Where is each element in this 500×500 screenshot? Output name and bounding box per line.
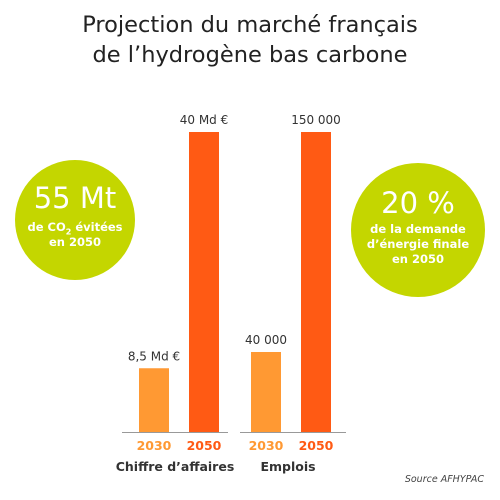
- bar-revenue-2050: [189, 132, 219, 432]
- energy-share-caption-line-2: d’énergie finale: [366, 237, 470, 251]
- value-label-jobs-2050: 150 000: [291, 113, 341, 127]
- page-title: Projection du marché français de l’hydro…: [0, 10, 500, 70]
- bar-jobs-2030: [251, 352, 281, 432]
- year-label-revenue-2030: 2030: [137, 438, 172, 453]
- title-line-2: de l’hydrogène bas carbone: [92, 42, 408, 68]
- title-line-1: Projection du marché français: [82, 12, 418, 38]
- bar-jobs-2050: [301, 132, 331, 432]
- energy-share-circle: 20 % de la demande d’énergie finale en 2…: [351, 163, 485, 297]
- energy-share-value: 20 %: [381, 186, 455, 220]
- energy-share-caption-line-3: en 2050: [392, 252, 444, 266]
- co2-avoided-circle: 55 Mt de CO2 évitées en 2050: [15, 160, 135, 280]
- year-label-revenue-2050: 2050: [187, 438, 222, 453]
- category-label-jobs: Emplois: [260, 459, 315, 474]
- source-note: Source AFHYPAC: [404, 474, 484, 485]
- category-label-revenue: Chiffre d’affaires: [116, 459, 235, 474]
- co2-subscript: 2: [65, 227, 72, 237]
- co2-prefix: de CO: [27, 220, 66, 234]
- year-label-jobs-2050: 2050: [299, 438, 334, 453]
- co2-avoided-value: 55 Mt: [33, 181, 117, 215]
- energy-share-caption-line-1: de la demande: [370, 222, 466, 236]
- bar-revenue-2030: [139, 368, 169, 432]
- value-label-jobs-2030: 40 000: [245, 333, 287, 347]
- co2-suffix: évitées: [71, 220, 123, 234]
- value-label-revenue-2050: 40 Md €: [180, 113, 229, 127]
- co2-avoided-caption-line-1: de CO2 évitées: [15, 220, 135, 237]
- value-label-revenue-2030: 8,5 Md €: [128, 349, 180, 363]
- co2-avoided-caption: de CO2 évitées en 2050: [15, 220, 135, 250]
- co2-avoided-caption-line-2: en 2050: [49, 235, 101, 249]
- year-label-jobs-2030: 2030: [249, 438, 284, 453]
- energy-share-caption: de la demande d’énergie finale en 2050: [351, 222, 485, 267]
